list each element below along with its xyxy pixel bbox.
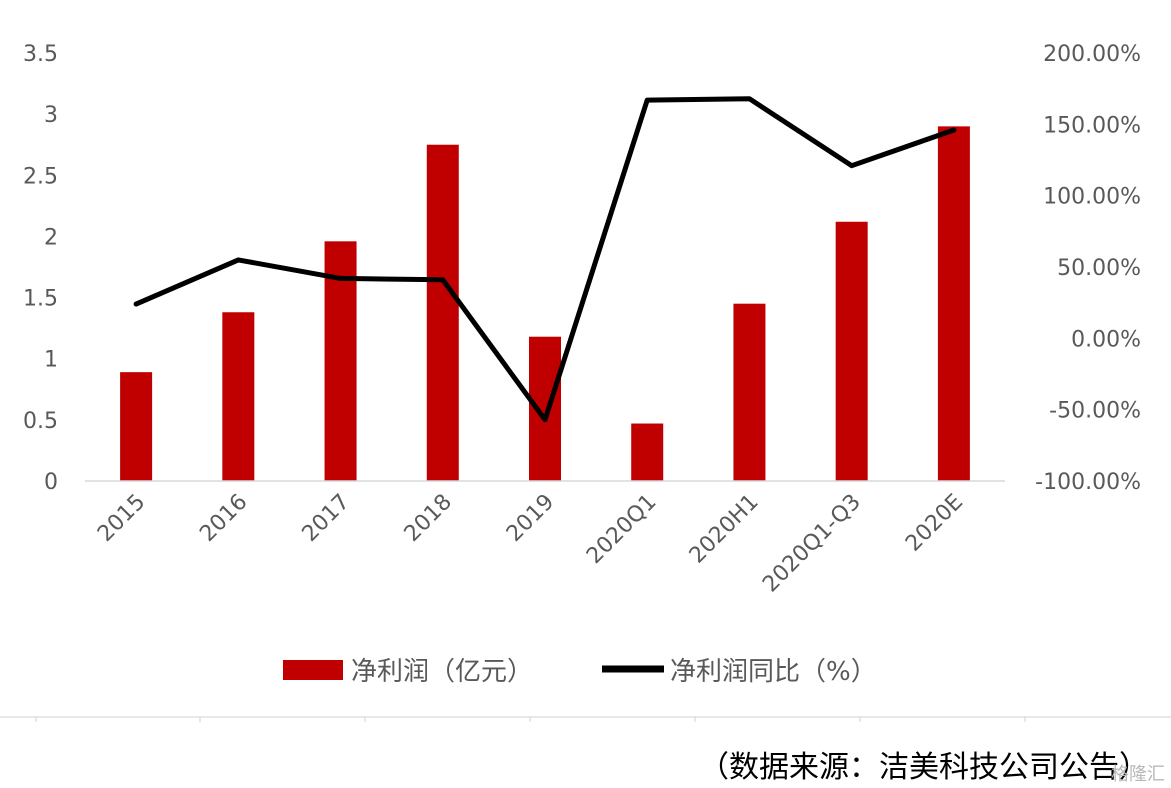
bar [529, 336, 561, 481]
bar [835, 221, 868, 482]
x-tick-label: 2016 [195, 490, 252, 547]
y-tick-left: 0.5 [23, 409, 58, 434]
y-tick-right: 200.00% [1043, 42, 1141, 67]
x-tick-label: 2020Q1-Q3 [758, 490, 866, 598]
bar [937, 126, 970, 481]
legend-bar-label: 净利润（亿元） [351, 657, 533, 687]
source-note: （数据来源：洁美科技公司公告） [699, 750, 1149, 785]
legend: 净利润（亿元） 净利润同比（%） [283, 657, 877, 687]
series-line [133, 96, 957, 423]
legend-bar-swatch [283, 660, 343, 680]
legend-line-label: 净利润同比（%） [670, 657, 877, 687]
x-tick-label: 2015 [93, 490, 150, 547]
bar [222, 312, 255, 481]
y-tick-left: 1 [44, 348, 58, 373]
x-tick-label: 2020Q1 [582, 490, 661, 569]
bar [324, 241, 357, 481]
x-axis: 2015 2016 2017 2018 2019 2020Q1 2020H12020Q1-Q… [85, 480, 1005, 598]
plot-area [120, 96, 970, 482]
x-tick-label: 2018 [400, 490, 457, 547]
bar [733, 303, 766, 481]
y-tick-right: 0.00% [1071, 327, 1141, 352]
y-axis-left: 0 0.5 1 1.5 2 2.5 3 3.5 [23, 42, 58, 495]
y-tick-right: 50.00% [1057, 256, 1141, 281]
bar [426, 144, 459, 481]
x-tick-label: 2017 [298, 490, 355, 547]
watermark: 格隆汇 [1111, 764, 1165, 785]
x-tick-label: 2020E [901, 490, 968, 557]
bottom-frame [0, 716, 1171, 722]
y-axis-right: -100.00% -50.00% 0.00% 50.00% 100.00% 150.00%… [1035, 42, 1141, 495]
x-tick-label: 2019 [502, 490, 559, 547]
y-tick-left: 1.5 [23, 287, 58, 312]
bar [631, 423, 664, 481]
y-tick-left: 2 [44, 225, 58, 250]
y-tick-right: -50.00% [1049, 399, 1141, 424]
y-tick-right: 100.00% [1043, 185, 1141, 210]
y-tick-left: 3.5 [23, 42, 58, 67]
y-tick-right: -100.00% [1035, 470, 1141, 495]
y-tick-right: 150.00% [1043, 113, 1141, 138]
x-tick-label: 2020H1 [685, 490, 764, 569]
y-tick-left: 0 [44, 470, 58, 495]
bar [120, 372, 153, 481]
y-tick-left: 2.5 [23, 164, 58, 189]
y-tick-left: 3 [44, 103, 58, 128]
